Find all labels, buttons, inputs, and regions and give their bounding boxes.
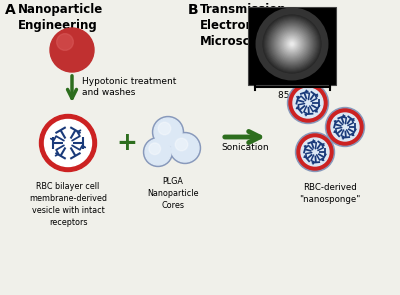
- Circle shape: [288, 40, 296, 48]
- Circle shape: [145, 139, 171, 165]
- Circle shape: [282, 34, 302, 54]
- Circle shape: [273, 25, 311, 63]
- Circle shape: [149, 143, 160, 155]
- Circle shape: [154, 118, 182, 146]
- Circle shape: [278, 30, 306, 58]
- Text: PLGA
Nanoparticle
Cores: PLGA Nanoparticle Cores: [147, 177, 199, 210]
- Circle shape: [270, 22, 314, 66]
- Circle shape: [152, 117, 184, 148]
- Circle shape: [267, 19, 317, 69]
- Circle shape: [50, 28, 94, 72]
- Circle shape: [261, 13, 323, 75]
- Circle shape: [326, 107, 364, 147]
- Circle shape: [259, 11, 325, 77]
- Circle shape: [283, 35, 301, 53]
- Circle shape: [331, 113, 359, 141]
- Circle shape: [262, 14, 322, 74]
- Circle shape: [269, 21, 315, 67]
- Circle shape: [144, 137, 172, 166]
- Circle shape: [263, 15, 321, 73]
- Text: Sonication: Sonication: [221, 143, 269, 153]
- Circle shape: [289, 41, 295, 47]
- Circle shape: [266, 18, 318, 71]
- Circle shape: [274, 26, 310, 62]
- Circle shape: [290, 42, 294, 46]
- Circle shape: [291, 43, 293, 45]
- Circle shape: [175, 138, 188, 151]
- Circle shape: [40, 114, 96, 171]
- Circle shape: [158, 122, 171, 135]
- Circle shape: [44, 119, 92, 166]
- Text: Hypotonic treatment
and washes: Hypotonic treatment and washes: [82, 77, 176, 97]
- Circle shape: [171, 134, 199, 162]
- Circle shape: [279, 31, 305, 57]
- Text: 85 nm: 85 nm: [278, 91, 307, 100]
- Circle shape: [57, 34, 73, 50]
- Text: A: A: [5, 3, 16, 17]
- Circle shape: [272, 24, 312, 64]
- Circle shape: [280, 32, 304, 56]
- Circle shape: [296, 132, 334, 171]
- Circle shape: [289, 84, 327, 122]
- Circle shape: [170, 132, 200, 163]
- Circle shape: [286, 39, 298, 50]
- Circle shape: [260, 12, 324, 76]
- Circle shape: [293, 88, 323, 118]
- Text: +: +: [116, 131, 138, 155]
- Circle shape: [276, 27, 308, 60]
- Text: RBC bilayer cell
membrane-derived
vesicle with intact
receptors: RBC bilayer cell membrane-derived vesicl…: [29, 182, 107, 227]
- Bar: [248, 7, 336, 85]
- Circle shape: [277, 29, 307, 59]
- Circle shape: [288, 83, 328, 124]
- Circle shape: [327, 109, 363, 145]
- Text: Transmission
Electron
Microscopy: Transmission Electron Microscopy: [200, 3, 287, 48]
- Text: Nanoparticle
Engineering: Nanoparticle Engineering: [18, 3, 103, 32]
- Circle shape: [301, 138, 329, 166]
- Circle shape: [268, 20, 316, 68]
- Text: B: B: [188, 3, 199, 17]
- Circle shape: [285, 37, 298, 51]
- Circle shape: [271, 23, 313, 65]
- Circle shape: [284, 36, 300, 52]
- Circle shape: [281, 33, 303, 55]
- Circle shape: [297, 134, 333, 170]
- Circle shape: [264, 17, 320, 71]
- Text: RBC-derived
"nanosponge": RBC-derived "nanosponge": [299, 183, 361, 204]
